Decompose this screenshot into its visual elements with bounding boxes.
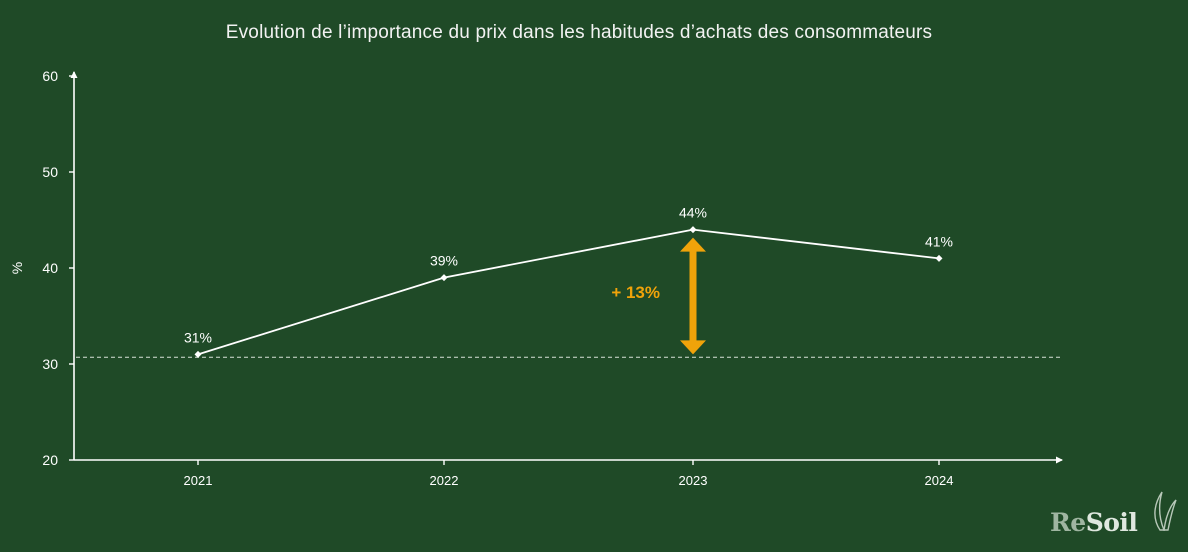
x-tick-label: 2021 xyxy=(184,473,213,488)
logo-re: Re xyxy=(1050,508,1086,537)
x-tick-label: 2023 xyxy=(679,473,708,488)
y-tick-label: 40 xyxy=(42,260,58,276)
data-label: 44% xyxy=(679,205,707,221)
data-label: 39% xyxy=(430,253,458,269)
y-axis-label: % xyxy=(9,262,25,274)
data-point xyxy=(689,226,697,234)
annotation-arrow-head-up xyxy=(680,237,706,252)
data-point xyxy=(440,274,448,282)
y-axis-arrow xyxy=(70,71,78,78)
x-tick-label: 2024 xyxy=(925,473,954,488)
annotation-arrow-head-down xyxy=(680,340,706,355)
chart-title: Evolution de l’importance du prix dans l… xyxy=(225,22,933,43)
leaf-icon xyxy=(1154,491,1177,531)
series-line xyxy=(197,228,940,356)
data-point xyxy=(935,254,943,262)
y-tick-label: 50 xyxy=(42,164,58,180)
logo-soil: Soil xyxy=(1085,508,1138,537)
data-point xyxy=(194,350,202,358)
resoil-logo: ReSoil xyxy=(1050,491,1177,537)
x-tick-label: 2022 xyxy=(430,473,459,488)
data-label: 41% xyxy=(925,233,953,249)
data-label: 31% xyxy=(184,329,212,345)
y-tick-label: 30 xyxy=(42,356,58,372)
y-tick-label: 60 xyxy=(42,68,58,84)
y-tick-label: 20 xyxy=(42,452,58,468)
annotation-label: + 13% xyxy=(611,283,660,302)
x-axis-arrow xyxy=(1056,456,1063,464)
